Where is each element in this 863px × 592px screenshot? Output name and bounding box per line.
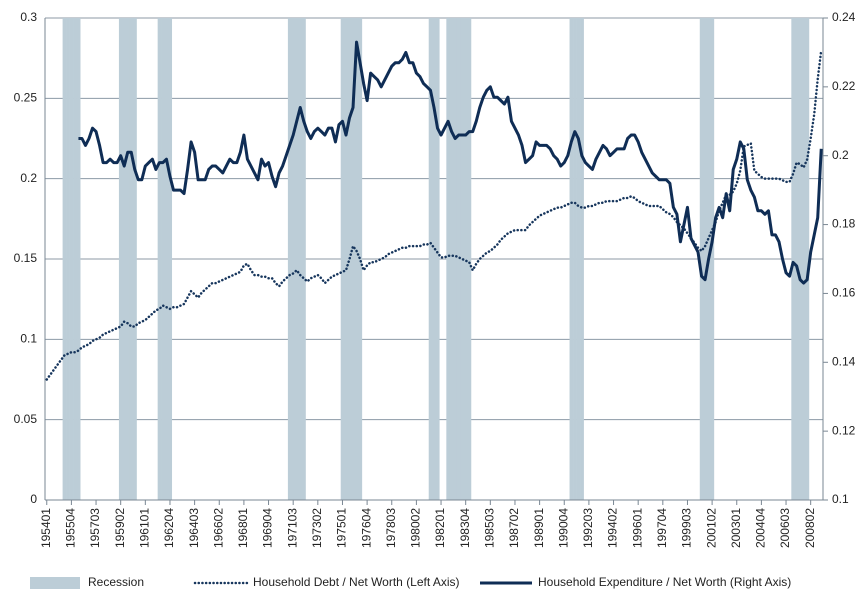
x-tick-label: 198702: [507, 508, 521, 548]
y2-tick-label: 0.24: [832, 10, 856, 24]
recession-bar: [467, 18, 472, 500]
y-tick-label: 0.15: [14, 251, 38, 265]
x-tick-label: 196904: [261, 508, 275, 548]
recession-bar: [580, 18, 584, 500]
y2-tick-label: 0.16: [832, 286, 856, 300]
x-tick-label: 200301: [729, 508, 743, 548]
x-tick-label: 195504: [64, 508, 78, 548]
recession-bar: [449, 18, 454, 500]
x-tick-label: 198304: [458, 508, 472, 548]
recession-bar: [118, 18, 123, 500]
recession-bar: [351, 18, 356, 500]
y2-tick-label: 0.2: [832, 148, 849, 162]
x-tick-label: 196801: [236, 508, 250, 548]
x-tick-label: 196403: [187, 508, 201, 548]
recession-bar: [344, 18, 349, 500]
recession-bar: [805, 18, 810, 500]
x-tick-label: 199704: [655, 508, 669, 548]
recession-bar: [157, 18, 162, 500]
recession-bar: [122, 18, 127, 500]
y2-tick-label: 0.12: [832, 423, 856, 437]
recession-bar: [301, 18, 306, 500]
recession-bar: [428, 18, 433, 500]
recession-bar: [161, 18, 165, 500]
x-tick-label: 199601: [630, 508, 644, 548]
recession-bar: [354, 18, 359, 500]
recession-bar: [699, 18, 704, 500]
x-tick-label: 198503: [482, 508, 496, 548]
x-tick-label: 198002: [409, 508, 423, 548]
x-tick-label: 195902: [113, 508, 127, 548]
recession-bar: [573, 18, 577, 500]
recession-bar: [287, 18, 292, 500]
y-tick-label: 0.05: [14, 412, 38, 426]
legend-label: Household Expenditure / Net Worth (Right…: [538, 575, 791, 589]
recession-bar: [446, 18, 451, 500]
recession-bar: [432, 18, 437, 500]
dotted-line: [45, 48, 823, 381]
recession-bar: [798, 18, 803, 500]
x-tick-label: 199903: [680, 508, 694, 548]
recession-bar: [66, 18, 70, 500]
recession-bar: [291, 18, 296, 500]
recession-bar: [435, 18, 440, 500]
x-tick-label: 200102: [704, 508, 718, 548]
y2-tick-label: 0.14: [832, 354, 856, 368]
x-tick-label: 198901: [532, 508, 546, 548]
recession-bar: [164, 18, 169, 500]
recession-bar: [125, 18, 130, 500]
legend-label: Recession: [88, 575, 144, 589]
recession-bar: [294, 18, 299, 500]
y-tick-label: 0.1: [20, 332, 37, 346]
y2-tick-label: 0.1: [832, 492, 849, 506]
x-tick-label: 199402: [606, 508, 620, 548]
x-tick-label: 199203: [581, 508, 595, 548]
recession-bar: [133, 18, 137, 500]
recession-bar: [794, 18, 799, 500]
y2-tick-label: 0.22: [832, 79, 856, 93]
x-tick-label: 196101: [138, 508, 152, 548]
x-tick-label: 199004: [556, 508, 570, 548]
x-tick-label: 200603: [778, 508, 792, 548]
legend-swatch: [30, 577, 80, 589]
recession-bar: [168, 18, 173, 500]
x-tick-label: 197103: [285, 508, 299, 548]
y-tick-label: 0: [30, 492, 37, 506]
y-tick-label: 0.25: [14, 91, 38, 105]
recession-bar: [73, 18, 77, 500]
recession-bar: [298, 18, 303, 500]
y-tick-label: 0.2: [20, 171, 37, 185]
recession-bar: [129, 18, 134, 500]
x-tick-label: 200802: [803, 508, 817, 548]
x-tick-label: 196602: [211, 508, 225, 548]
recession-bar: [710, 18, 715, 500]
recession-bar: [358, 18, 363, 500]
recession-bar: [703, 18, 708, 500]
x-tick-label: 195401: [39, 508, 53, 548]
x-tick-label: 197302: [310, 508, 324, 548]
recession-bar: [463, 18, 468, 500]
y2-tick-label: 0.18: [832, 217, 856, 231]
recession-bar: [801, 18, 806, 500]
recession-bar: [340, 18, 345, 500]
x-tick-label: 198201: [433, 508, 447, 548]
x-tick-label: 200404: [754, 508, 768, 548]
legend-label: Household Debt / Net Worth (Left Axis): [253, 575, 460, 589]
x-tick-label: 197803: [384, 508, 398, 548]
recession-bar: [62, 18, 67, 500]
recession-bar: [453, 18, 458, 500]
recession-bar: [576, 18, 581, 500]
recession-bar: [791, 18, 796, 500]
recession-bar: [569, 18, 574, 500]
x-tick-label: 197604: [359, 508, 373, 548]
x-tick-label: 195703: [88, 508, 102, 548]
solid-line: [78, 40, 823, 285]
x-tick-label: 197501: [335, 508, 349, 548]
recession-bar: [76, 18, 81, 500]
recession-bar: [69, 18, 74, 500]
y-tick-label: 0.3: [20, 10, 37, 24]
recession-bar: [456, 18, 461, 500]
x-tick-label: 196204: [162, 508, 176, 548]
